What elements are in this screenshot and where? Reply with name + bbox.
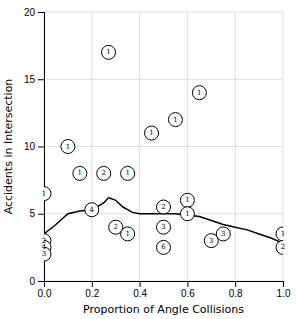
data-label: 1: [185, 210, 189, 218]
data-label: 1: [281, 230, 285, 238]
tick-label: 20: [24, 7, 36, 18]
point: [85, 203, 99, 217]
point: [44, 187, 51, 201]
point: [180, 193, 194, 207]
data-label: 1: [185, 196, 189, 204]
grid-line: [44, 79, 283, 80]
tick-mark: [140, 281, 141, 287]
chart: 0.00.20.40.60.81.00510152012431142121112…: [0, 0, 297, 319]
tick-mark: [92, 281, 93, 287]
point: [168, 113, 182, 127]
tick-label: 0.4: [133, 288, 147, 299]
tick: 0.2: [85, 281, 99, 299]
tick: 15: [24, 74, 44, 85]
tick-mark: [38, 281, 44, 282]
tick: 0: [29, 276, 44, 287]
tick: 20: [24, 7, 44, 18]
point: [180, 207, 194, 221]
tick-mark: [38, 214, 44, 215]
point: [192, 86, 206, 100]
point: [157, 220, 171, 234]
data-label: 3: [161, 223, 165, 231]
data-label: 4: [90, 206, 95, 214]
data-label: 1: [149, 129, 153, 137]
curve: [44, 198, 283, 244]
grid: [44, 12, 283, 281]
tick: 0.8: [229, 281, 243, 299]
point: [44, 247, 51, 261]
point: [276, 227, 283, 241]
tick: 0.6: [181, 281, 195, 299]
point: [97, 166, 111, 180]
tick-mark: [187, 281, 188, 287]
data-label: 1: [42, 190, 46, 198]
y-axis-title: Accidents in Intersection: [2, 79, 15, 215]
point: [276, 240, 283, 254]
data-label: 3: [209, 237, 213, 245]
data-label: 1: [106, 48, 110, 56]
point: [157, 200, 171, 214]
data-label: 2: [113, 223, 117, 231]
axis-line: [45, 282, 284, 288]
tick: 5: [29, 208, 44, 219]
grid-line: [44, 146, 283, 147]
tick-mark: [235, 281, 236, 287]
data-labels: 124311421211123611113312: [42, 48, 285, 258]
point: [102, 45, 116, 59]
tick-mark: [38, 147, 44, 148]
tick-label: 0.6: [181, 288, 195, 299]
tick-label: 0: [29, 276, 35, 287]
point: [157, 240, 171, 254]
tick-label: 5: [29, 208, 35, 219]
data-label: 1: [125, 230, 129, 238]
data-label: 3: [42, 250, 46, 258]
plot-area: 0.00.20.40.60.81.00510152012431142121112…: [24, 7, 291, 299]
tick: 0.4: [133, 281, 147, 299]
data-label: 1: [173, 116, 177, 124]
data-label: 1: [125, 169, 129, 177]
tick-label: 0.8: [229, 288, 243, 299]
data-label: 6: [161, 243, 166, 251]
grid-line: [44, 12, 283, 13]
tick-label: 0.0: [38, 288, 52, 299]
point: [73, 166, 87, 180]
tick: 1.0: [277, 281, 291, 299]
data-label: 1: [66, 143, 70, 151]
tick-mark: [283, 281, 284, 287]
data-label: 1: [78, 169, 82, 177]
data-label: 2: [161, 203, 165, 211]
tick-label: 0.2: [85, 288, 99, 299]
x-axis: 0.0 0.2 0.4 0.6 0.8 1.0: [38, 281, 291, 299]
tick-mark: [38, 12, 44, 13]
marks: [44, 45, 283, 261]
tick-label: 15: [24, 74, 36, 85]
point: [61, 140, 75, 154]
data-label: 3: [221, 230, 225, 238]
tick-mark: [38, 79, 44, 80]
point: [121, 227, 135, 241]
x-axis-title: Proportion of Angle Collisions: [83, 303, 244, 316]
data-label: 1: [197, 89, 201, 97]
data-label: 2: [281, 243, 285, 251]
point: [121, 166, 135, 180]
tick: 10: [24, 141, 44, 152]
point: [216, 227, 230, 241]
data-label: 2: [102, 169, 106, 177]
tick-label: 10: [24, 141, 36, 152]
point: [145, 126, 159, 140]
tick: 0.0: [38, 281, 52, 299]
tick-label: 1.0: [277, 288, 291, 299]
